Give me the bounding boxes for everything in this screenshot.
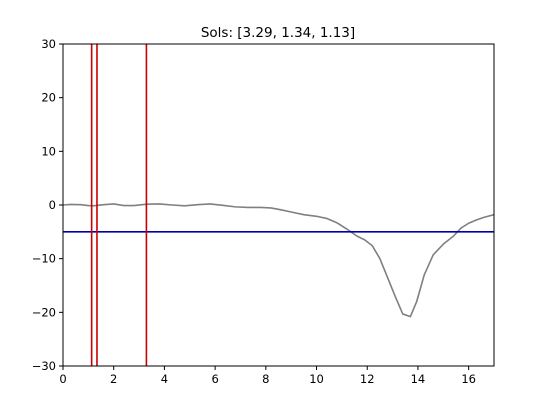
x-tick-label-6: 12: [360, 372, 375, 386]
y-tick-label-5: 20: [41, 91, 56, 105]
y-tick-label-1: −20: [32, 305, 56, 319]
plot-area: [63, 44, 494, 366]
x-tick-label-7: 14: [411, 372, 426, 386]
series-line-0: [63, 203, 494, 318]
x-tick-label-4: 8: [262, 372, 269, 386]
y-tick-label-6: 30: [41, 37, 56, 51]
x-tick-label-1: 2: [110, 372, 117, 386]
y-tick-label-4: 10: [41, 144, 56, 158]
x-tick-label-3: 6: [211, 372, 218, 386]
x-tick-label-8: 16: [461, 372, 476, 386]
y-tick-label-0: −30: [32, 359, 56, 373]
axes: 0 2 4 6 8 10 12 14 16 −30 −20 −10 0 10 20 30: [32, 37, 495, 386]
x-tick-label-5: 10: [309, 372, 324, 386]
y-tick-label-2: −10: [32, 252, 56, 266]
chart-title: Sols: [3.29, 1.34, 1.13]: [201, 25, 355, 41]
x-tick-label-2: 4: [161, 372, 168, 386]
x-tick-label-0: 0: [59, 372, 66, 386]
y-tick-label-3: 0: [49, 198, 56, 212]
